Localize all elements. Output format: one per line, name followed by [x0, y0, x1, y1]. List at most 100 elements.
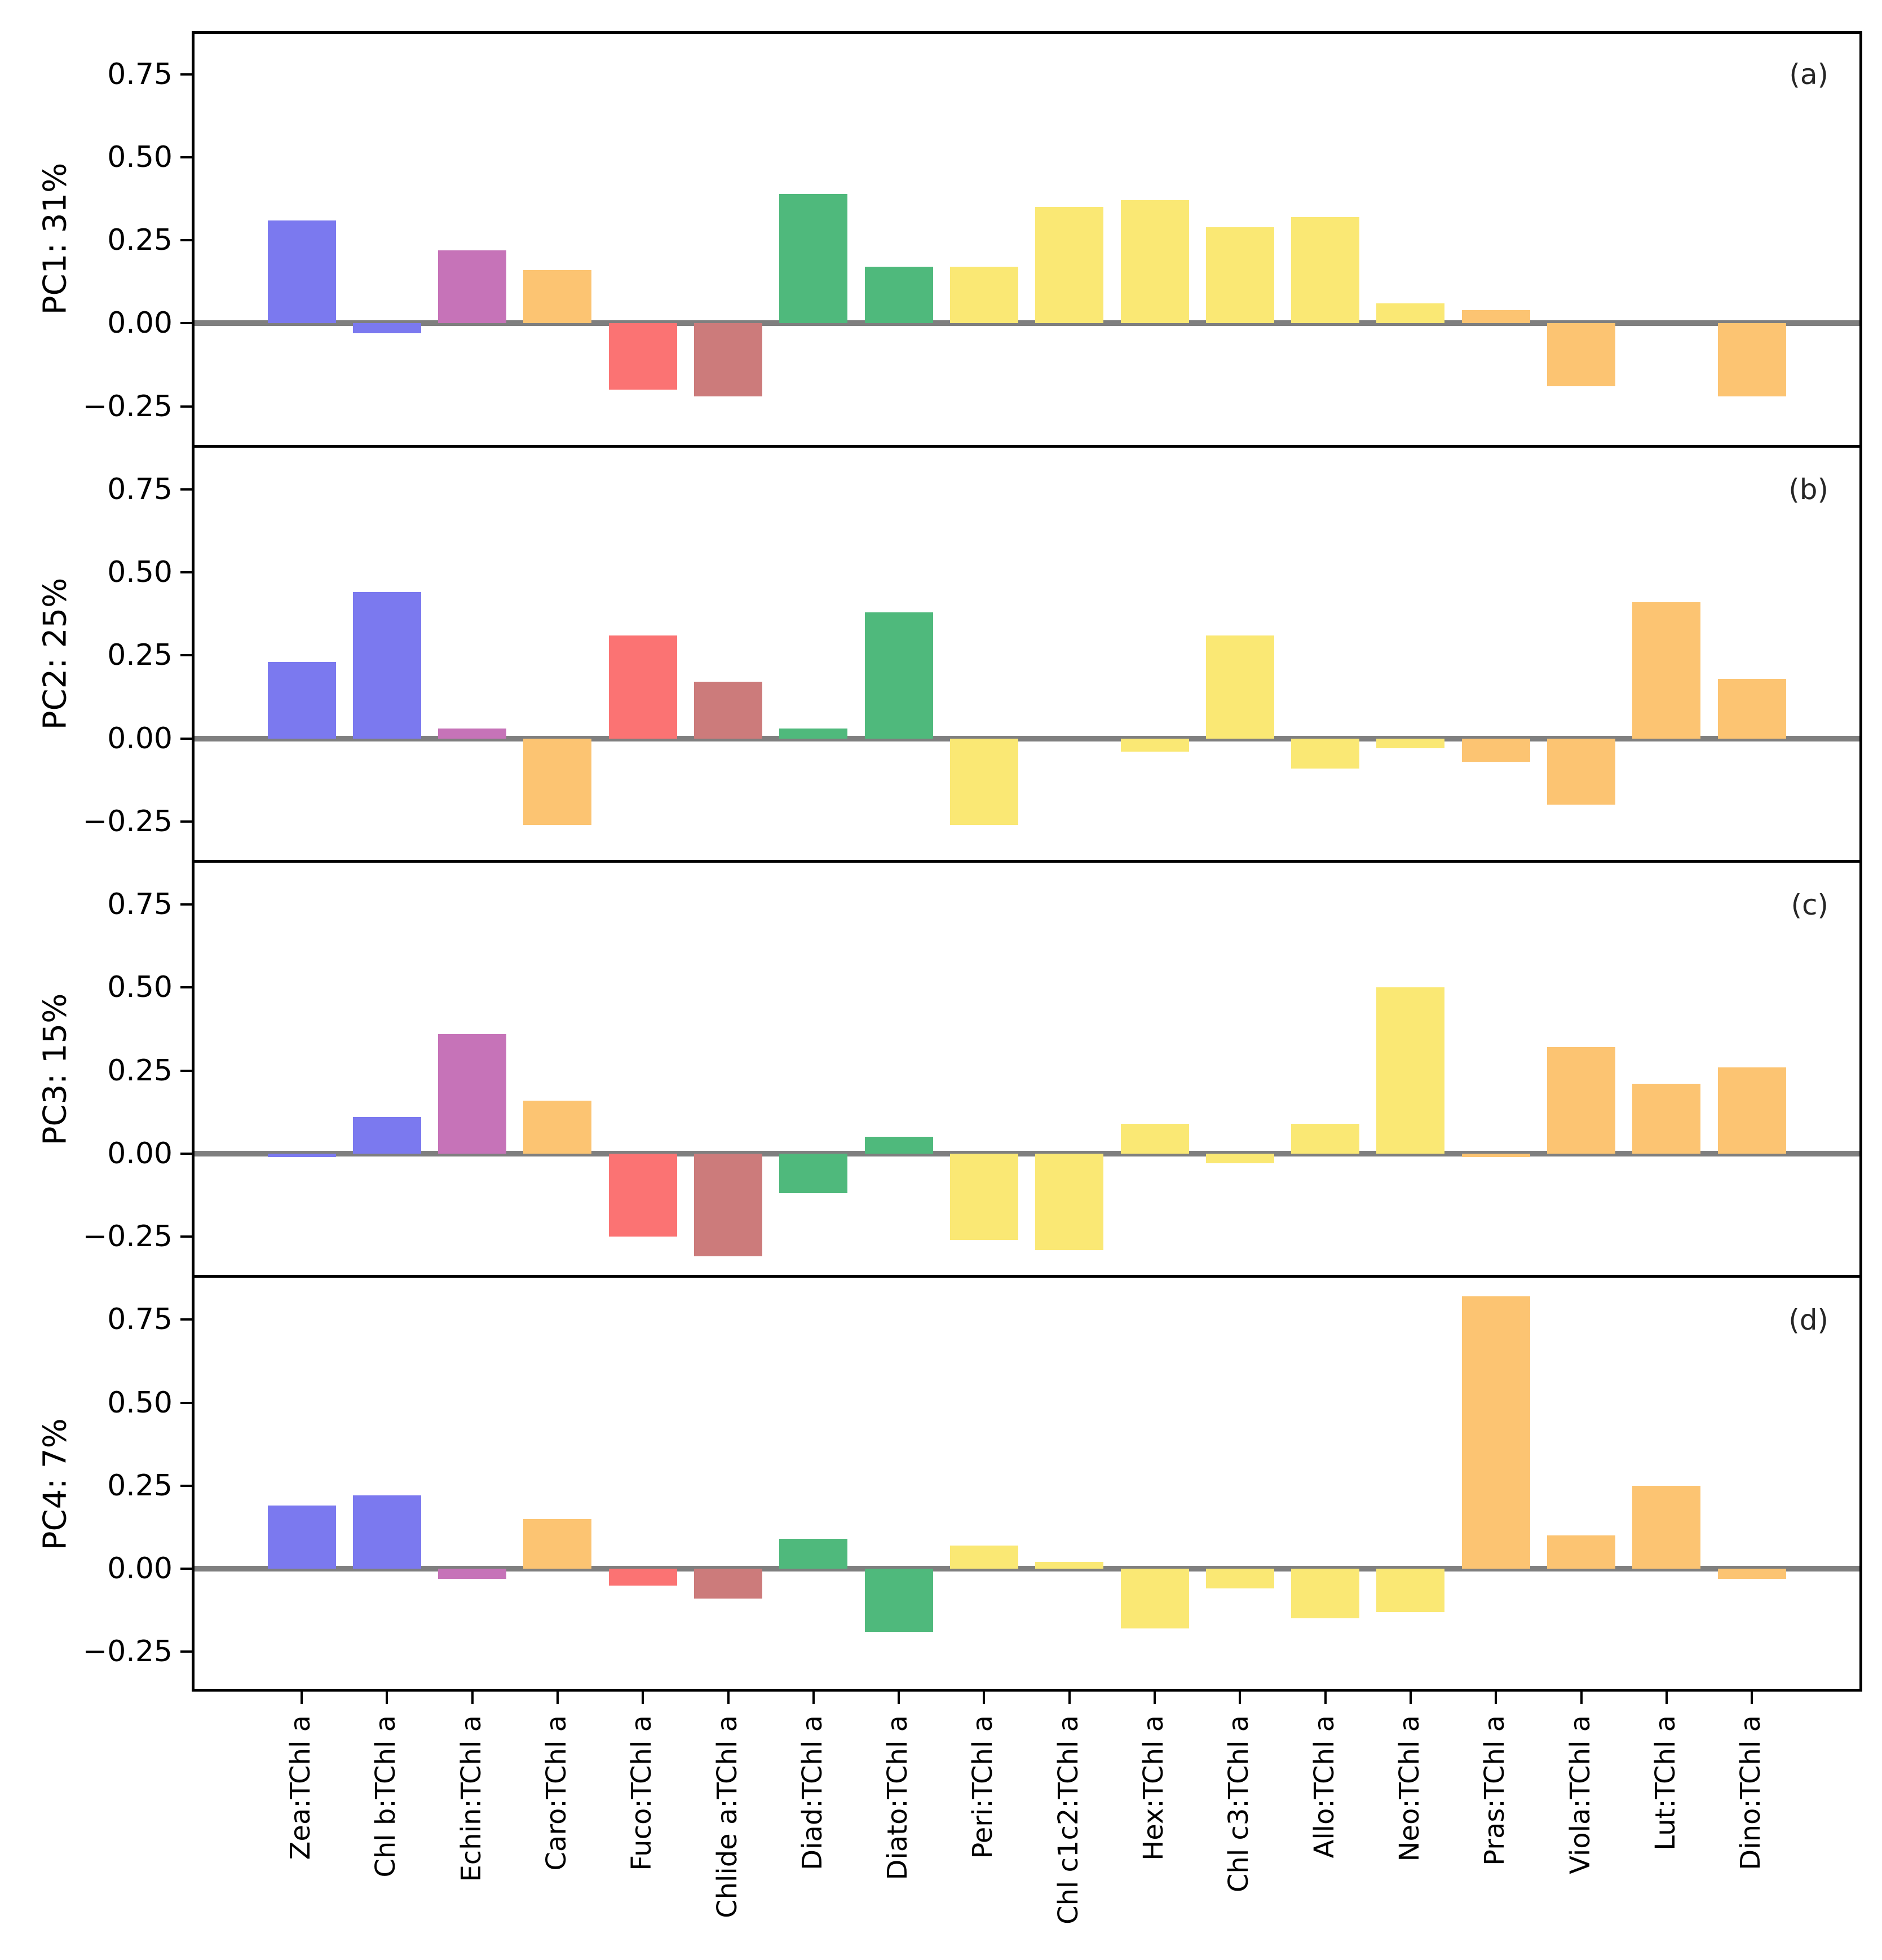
bar-echin-panel-c: [438, 1034, 507, 1154]
y-axis-tick: [180, 73, 192, 76]
y-axis-label: PC1: 31%: [37, 162, 74, 315]
x-axis-tick: [898, 1692, 900, 1704]
bar-chl-b-panel-d: [352, 1495, 421, 1569]
bar-zea-panel-b: [267, 662, 336, 739]
y-tick-label: 0.25: [107, 1468, 173, 1503]
y-axis-tick: [180, 737, 192, 740]
bar-viola-panel-b: [1547, 738, 1615, 805]
y-axis-tick: [180, 1401, 192, 1404]
bar-chl-c1c2-panel-a: [1035, 207, 1104, 324]
y-axis-tick: [180, 654, 192, 657]
bar-hex-panel-a: [1120, 200, 1189, 324]
y-axis-tick: [180, 1650, 192, 1653]
x-tick-label: Caro:TChl a: [540, 1715, 572, 1871]
x-axis-tick: [1580, 1692, 1583, 1704]
bar-fuco-panel-b: [608, 635, 677, 739]
panel-letter: (d): [1788, 1303, 1828, 1336]
panel-letter: (b): [1788, 473, 1828, 506]
bar-chl-c3-panel-a: [1205, 227, 1274, 324]
bar-pras-panel-c: [1461, 1153, 1530, 1157]
x-axis-tick: [1665, 1692, 1668, 1704]
bar-diad-panel-d: [779, 1539, 848, 1569]
bar-caro-panel-a: [523, 270, 592, 324]
bar-zea-panel-c: [267, 1153, 336, 1157]
bar-diad-panel-b: [779, 728, 848, 739]
bar-echin-panel-a: [438, 250, 507, 324]
x-axis-tick: [727, 1692, 730, 1704]
y-axis-tick: [180, 405, 192, 408]
zero-line: [195, 320, 1859, 326]
y-tick-label: 0.50: [107, 140, 173, 174]
x-tick-label: Chl c3:TChl a: [1223, 1715, 1255, 1893]
x-axis-tick: [1239, 1692, 1242, 1704]
bar-caro-panel-d: [523, 1518, 592, 1569]
y-axis-tick: [180, 239, 192, 242]
bar-chl-c3-panel-c: [1205, 1153, 1274, 1164]
bar-chlide-a-panel-c: [694, 1153, 762, 1257]
x-tick-label: Chl b:TChl a: [370, 1715, 402, 1878]
x-tick-label: Zea:TChl a: [285, 1715, 316, 1860]
y-tick-label: 0.50: [107, 1385, 173, 1420]
y-axis-tick: [180, 571, 192, 574]
x-tick-label: Peri:TChl a: [967, 1715, 999, 1859]
y-tick-label: −0.25: [82, 1635, 173, 1669]
y-tick-label: −0.25: [82, 389, 173, 423]
x-axis-tick: [1751, 1692, 1753, 1704]
bar-diato-panel-b: [864, 612, 933, 739]
bar-chlide-a-panel-d: [694, 1569, 762, 1599]
y-axis-label: PC3: 15%: [37, 992, 74, 1145]
y-axis-tick: [180, 1152, 192, 1155]
bar-zea-panel-a: [267, 220, 336, 324]
bar-hex-panel-d: [1120, 1569, 1189, 1629]
bar-neo-panel-d: [1376, 1569, 1445, 1612]
y-axis-tick: [180, 986, 192, 989]
bar-peri-panel-a: [949, 267, 1018, 324]
x-axis-tick: [983, 1692, 986, 1704]
bar-fuco-panel-d: [608, 1569, 677, 1586]
x-axis-tick: [556, 1692, 559, 1704]
bar-dino-panel-a: [1717, 323, 1786, 396]
y-axis-tick: [180, 488, 192, 491]
x-axis-tick: [1324, 1692, 1327, 1704]
x-axis-tick: [1068, 1692, 1071, 1704]
y-tick-label: 0.75: [107, 888, 173, 922]
bar-peri-panel-c: [949, 1153, 1018, 1240]
x-axis-tick: [1409, 1692, 1412, 1704]
bar-viola-panel-a: [1547, 323, 1615, 387]
bar-chl-b-panel-b: [352, 592, 421, 739]
zero-line: [195, 1150, 1859, 1156]
x-axis-tick: [642, 1692, 644, 1704]
y-axis-tick: [180, 1568, 192, 1570]
x-axis-tick: [812, 1692, 815, 1704]
bar-viola-panel-d: [1547, 1535, 1615, 1569]
bar-chl-c3-panel-b: [1205, 635, 1274, 739]
bar-diato-panel-a: [864, 267, 933, 324]
bar-lut-panel-b: [1632, 602, 1701, 739]
panel-letter: (a): [1789, 58, 1828, 91]
x-tick-label: Echin:TChl a: [455, 1715, 487, 1882]
bar-diad-panel-c: [779, 1153, 848, 1194]
bar-dino-panel-d: [1717, 1569, 1786, 1579]
bar-chl-b-panel-c: [352, 1117, 421, 1154]
bar-diato-panel-d: [864, 1569, 933, 1632]
bar-lut-panel-d: [1632, 1485, 1701, 1569]
y-tick-label: 0.50: [107, 555, 173, 590]
panel-divider: [192, 1275, 1862, 1278]
bar-allo-panel-b: [1291, 738, 1360, 769]
panel-letter: (c): [1791, 888, 1828, 921]
bar-dino-panel-c: [1717, 1067, 1786, 1154]
bar-pras-panel-a: [1461, 310, 1530, 324]
y-tick-label: 0.75: [107, 57, 173, 91]
x-tick-label: Chl c1c2:TChl a: [1052, 1715, 1084, 1925]
y-tick-label: 0.25: [107, 223, 173, 258]
x-tick-label: Fuco:TChl a: [626, 1715, 658, 1871]
x-tick-label: Pras:TChl a: [1479, 1715, 1511, 1866]
x-axis-tick: [386, 1692, 388, 1704]
y-axis-tick: [180, 322, 192, 325]
x-tick-label: Chlide a:TChl a: [711, 1715, 743, 1918]
bar-caro-panel-b: [523, 738, 592, 825]
x-tick-label: Diato:TChl a: [882, 1715, 914, 1880]
bar-chl-c3-panel-d: [1205, 1569, 1274, 1589]
x-tick-label: Diad:TChl a: [796, 1715, 828, 1870]
